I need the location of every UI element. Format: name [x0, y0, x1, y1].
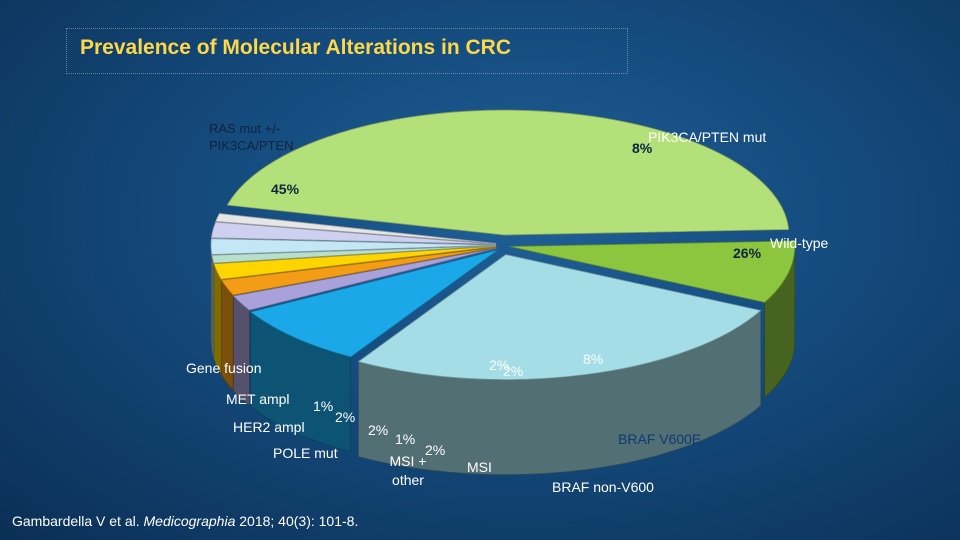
- pie-tops: [210, 109, 796, 380]
- value-met: 2%: [335, 409, 355, 425]
- value-her2: 2%: [368, 422, 388, 438]
- value-ras: 45%: [271, 181, 300, 197]
- value-msi: 2%: [489, 357, 509, 373]
- label-msi-other-line1: MSI +: [390, 453, 427, 469]
- value-pole: 1%: [395, 431, 415, 447]
- slice-braf-v600e: [249, 249, 499, 358]
- value-gene-fusion: 1%: [313, 398, 333, 414]
- slice-met-ampl: [210, 221, 497, 245]
- slice-side-pole-mut: [211, 255, 215, 359]
- label-gene-fusion: Gene fusion: [186, 360, 262, 376]
- slice-wild-type: [357, 254, 762, 380]
- citation-details: 2018; 40(3): 101-8.: [235, 513, 359, 529]
- pie-sides: [210, 245, 796, 475]
- value-wild-type: 26%: [733, 245, 762, 261]
- slice-side-her2-ampl: [210, 245, 213, 350]
- label-met: MET ampl: [226, 391, 290, 407]
- label-braf-v600e: BRAF V600E: [618, 431, 701, 447]
- label-wild-type: Wild-type: [770, 235, 829, 251]
- chart-title: Prevalence of Molecular Alterations in C…: [80, 36, 512, 59]
- slice-braf-non-v600: [232, 247, 497, 311]
- label-pole: POLE mut: [273, 445, 338, 461]
- label-msi-other-line2: other: [392, 472, 424, 488]
- label-msi: MSI: [467, 459, 492, 475]
- slice-side-msi-other: [213, 263, 222, 376]
- slice-gene-fusion: [215, 213, 497, 244]
- slice-pik3ca-pten-mut: [509, 240, 796, 303]
- slice-ras-mut-pik3ca-pten: [226, 109, 790, 236]
- label-ras-line2: PIK3CA/PTEN: [209, 138, 294, 153]
- label-braf-non-v600: BRAF non-V600: [552, 479, 654, 495]
- label-pik3ca: PIK3CA/PTEN mut: [648, 129, 766, 145]
- citation: Gambardella V et al. Medicographia 2018;…: [12, 513, 358, 529]
- citation-author: Gambardella V et al.: [12, 513, 144, 529]
- value-braf-v600e: 8%: [583, 351, 603, 367]
- slice-her2-ampl: [210, 238, 497, 255]
- value-pik3ca: 8%: [632, 140, 653, 156]
- slice-msi: [220, 246, 497, 296]
- slice-side-braf-non-v600: [233, 295, 250, 406]
- citation-journal: Medicographia: [143, 513, 236, 529]
- title-frame: [66, 28, 628, 74]
- value-braf-non-v600: 2%: [503, 363, 523, 379]
- slice-pole-mut: [211, 245, 497, 264]
- value-msi-other: 2%: [425, 442, 445, 458]
- label-her2: HER2 ampl: [233, 419, 305, 435]
- slice-msi-other: [213, 246, 497, 280]
- label-ras-line1: RAS mut +/-: [209, 121, 280, 136]
